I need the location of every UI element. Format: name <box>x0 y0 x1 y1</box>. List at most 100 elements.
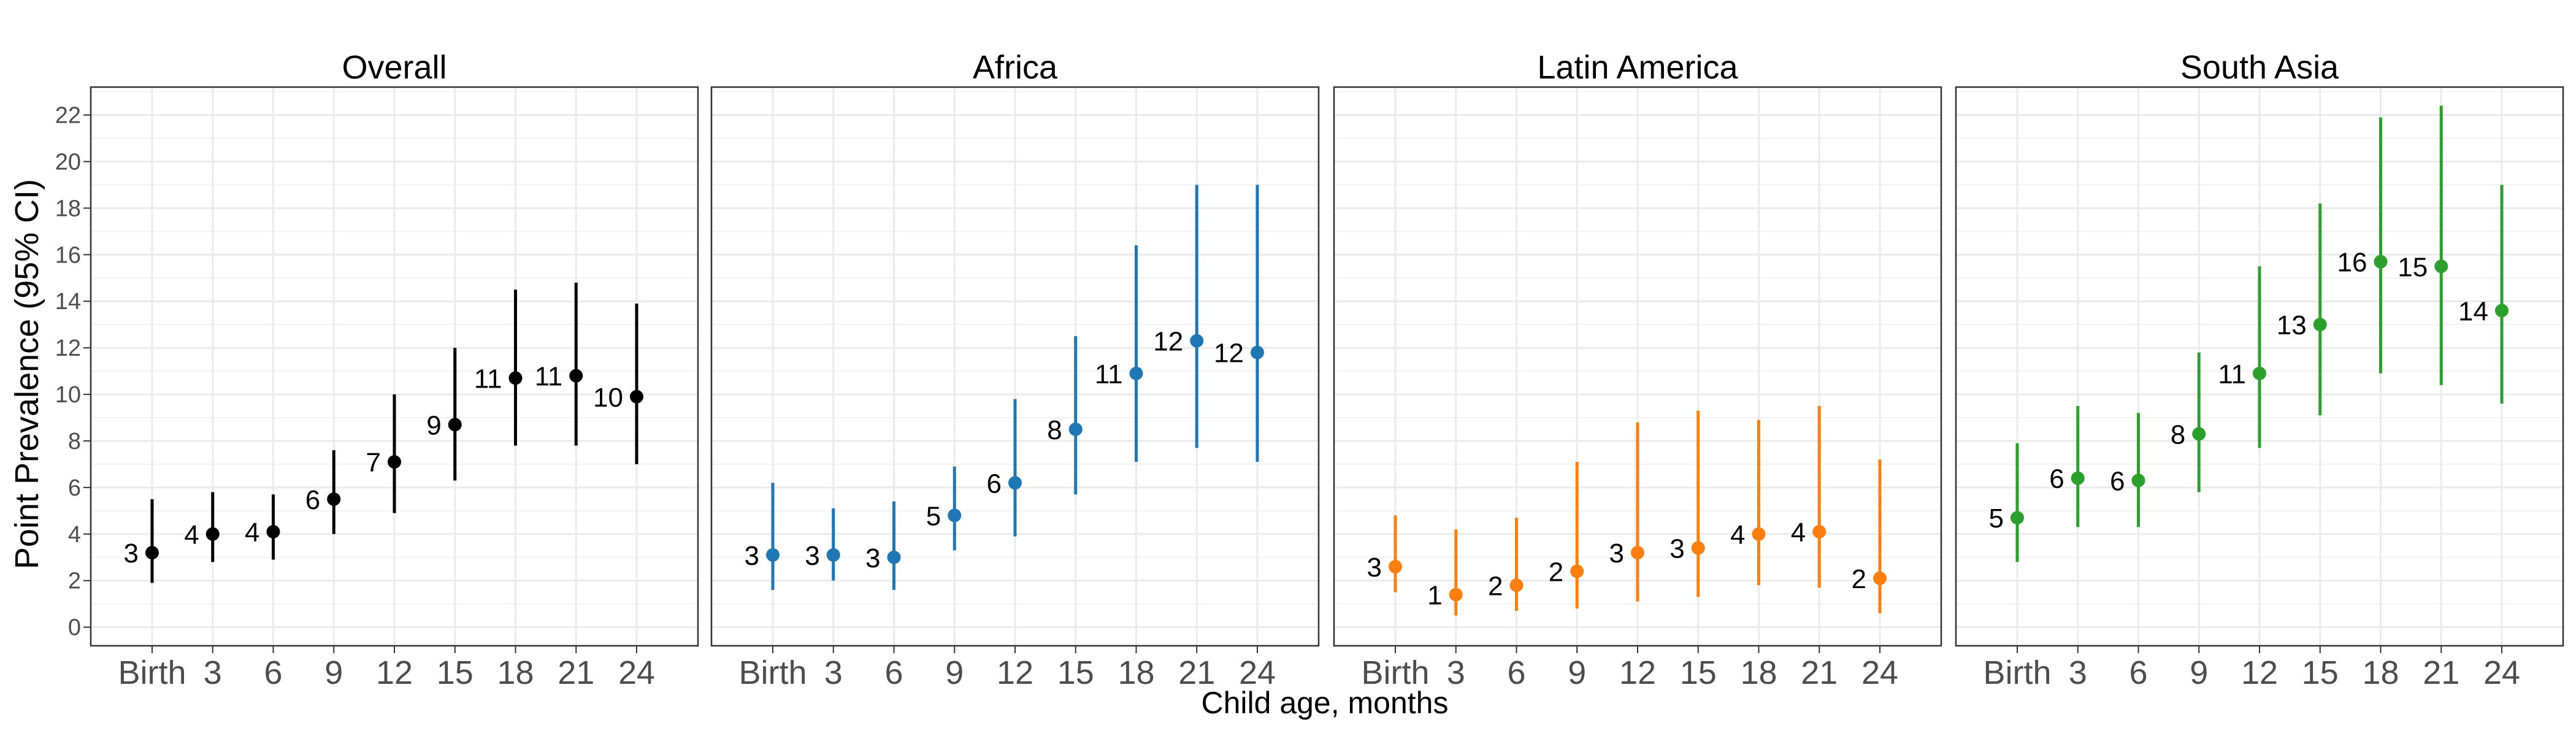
x-tick-label: 21 <box>2423 654 2459 691</box>
data-point <box>1449 588 1463 602</box>
x-tick-label: Birth <box>1361 654 1429 691</box>
data-label: 3 <box>865 543 880 573</box>
data-point <box>205 527 220 541</box>
data-label: 8 <box>2171 420 2185 450</box>
data-label: 4 <box>184 520 199 550</box>
data-label: 4 <box>1791 518 1806 548</box>
data-label: 11 <box>535 362 563 392</box>
data-label: 4 <box>1730 520 1745 550</box>
x-tick-label: 12 <box>997 654 1033 691</box>
x-tick-label: 18 <box>2362 654 2399 691</box>
data-point <box>1008 476 1022 490</box>
data-point <box>630 389 643 404</box>
data-label: 6 <box>305 485 320 515</box>
data-point <box>887 550 901 564</box>
y-tick-label: 10 <box>55 382 81 408</box>
x-tick-label: Birth <box>738 654 807 691</box>
x-tick-label: 9 <box>324 654 343 691</box>
x-tick-label: 3 <box>1447 654 1465 691</box>
x-tick-label: 15 <box>1057 654 1094 691</box>
data-label: 10 <box>593 383 623 413</box>
data-label: 3 <box>805 541 819 571</box>
data-point <box>1389 559 1402 573</box>
data-point <box>1570 564 1584 578</box>
data-label: 12 <box>1153 327 1183 357</box>
x-tick-label: 18 <box>1740 654 1777 691</box>
data-label: 6 <box>987 469 1002 499</box>
x-tick-label: 18 <box>1117 654 1154 691</box>
data-point <box>2434 259 2448 274</box>
y-tick-label: 4 <box>68 522 81 548</box>
x-tick-label: Birth <box>118 654 186 691</box>
data-point <box>2192 427 2206 441</box>
x-tick-label: 6 <box>884 654 903 691</box>
x-tick-label: 6 <box>264 654 282 691</box>
y-tick-label: 18 <box>55 196 81 221</box>
data-label: 7 <box>366 448 381 478</box>
x-tick-label: 24 <box>1861 654 1898 691</box>
panel-overall: Overall 3 4 4 6 7 9 11 11 10 Birth 3 6 9 12 15 18 21 24 <box>90 49 699 691</box>
panel-title: Overall <box>342 49 447 86</box>
data-label: 8 <box>1047 415 1062 445</box>
data-point <box>508 371 523 385</box>
x-tick-label: 15 <box>437 654 473 691</box>
data-point <box>1190 334 1204 348</box>
data-label: 5 <box>1989 504 2004 534</box>
data-point <box>388 455 401 469</box>
data-point <box>1129 366 1143 380</box>
x-tick-label: 12 <box>1619 654 1656 691</box>
x-tick-label: 6 <box>2129 654 2147 691</box>
data-label: 9 <box>426 410 441 440</box>
data-point <box>2071 471 2085 485</box>
y-tick-label: 12 <box>55 335 81 361</box>
data-label: 2 <box>1488 571 1503 601</box>
data-label: 3 <box>745 541 759 571</box>
x-tick-label: 6 <box>1507 654 1525 691</box>
x-tick-label: 3 <box>824 654 843 691</box>
y-tick-label: 16 <box>55 242 81 268</box>
x-tick-label: 24 <box>2483 654 2520 691</box>
data-point <box>948 508 962 523</box>
x-tick-label: 21 <box>1801 654 1838 691</box>
data-point <box>1752 527 1766 541</box>
data-point <box>327 492 341 506</box>
data-point <box>266 525 280 539</box>
data-point <box>2374 255 2388 269</box>
data-point <box>2313 318 2327 332</box>
panel-title: South Asia <box>2180 49 2339 86</box>
y-tick-label: 8 <box>68 429 81 454</box>
data-point <box>1509 578 1524 592</box>
x-tick-label: 9 <box>2190 654 2208 691</box>
panel-title: Africa <box>973 49 1058 86</box>
data-label: 3 <box>124 538 139 569</box>
data-label: 15 <box>2398 252 2428 282</box>
x-tick-label: 21 <box>1178 654 1215 691</box>
x-tick-label: 15 <box>2302 654 2339 691</box>
data-label: 14 <box>2458 296 2488 326</box>
data-label: 11 <box>2218 359 2246 389</box>
panel-africa: Africa 3 3 3 5 6 8 11 12 12 Birth 3 6 9 12 15 18 21 24 <box>710 49 1320 691</box>
data-label: 2 <box>1852 564 1866 594</box>
data-label: 11 <box>474 364 502 394</box>
x-tick-label: 3 <box>204 654 222 691</box>
data-label: 6 <box>2049 464 2064 494</box>
x-tick-label: 18 <box>497 654 534 691</box>
data-point <box>2131 473 2145 488</box>
x-tick-label: 9 <box>1568 654 1586 691</box>
y-axis-title: Point Prevalence (95% CI) <box>9 179 45 569</box>
data-label: 13 <box>2277 310 2307 340</box>
x-axis-title: Child age, months <box>1201 686 1448 720</box>
data-point <box>826 548 840 562</box>
data-point <box>448 418 462 432</box>
data-label: 3 <box>1609 538 1624 569</box>
data-point <box>1691 541 1705 555</box>
panel-south-asia: South Asia 5 6 6 8 11 13 16 15 14 Birth 3 6 9 12 15 18 21… <box>1955 49 2564 691</box>
x-tick-label: Birth <box>1983 654 2051 691</box>
x-tick-label: 24 <box>1239 654 1276 691</box>
data-label: 11 <box>1095 359 1123 389</box>
x-tick-label: 21 <box>558 654 594 691</box>
